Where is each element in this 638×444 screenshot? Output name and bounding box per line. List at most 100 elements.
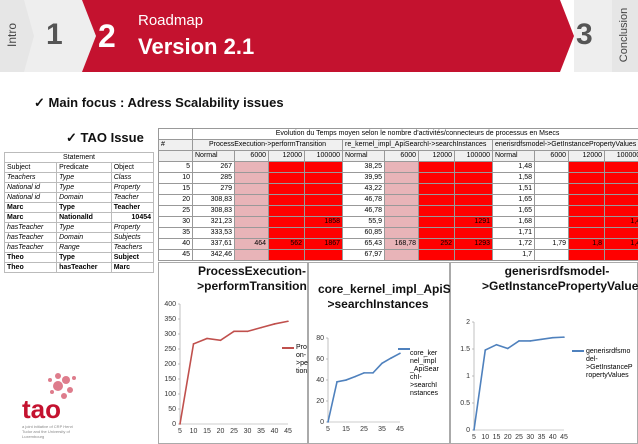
series-line bbox=[180, 321, 288, 424]
sub-header: 12000 bbox=[419, 151, 455, 162]
table-cell: Teacher bbox=[111, 193, 153, 203]
table-cell: 1,65 bbox=[493, 195, 535, 206]
table-cell bbox=[419, 228, 455, 239]
table-cell: Domain bbox=[57, 233, 112, 243]
data-point bbox=[274, 323, 276, 325]
step-one-number: 1 bbox=[46, 18, 63, 52]
table-cell bbox=[535, 162, 569, 173]
table-cell: Marc bbox=[5, 213, 57, 223]
y-tick-label: 50 bbox=[168, 406, 176, 413]
x-tick-label: 20 bbox=[217, 428, 225, 435]
table-cell bbox=[605, 162, 638, 173]
chevron-divider bbox=[560, 0, 574, 72]
table-cell: 333,53 bbox=[193, 228, 235, 239]
table-cell: 1,79 bbox=[535, 239, 569, 250]
group-header: ProcessExecution->performTransition bbox=[193, 140, 343, 151]
x-tick-label: 20 bbox=[504, 434, 512, 441]
y-tick-label: 350 bbox=[164, 316, 176, 323]
data-point bbox=[399, 352, 401, 354]
table-cell bbox=[385, 195, 419, 206]
table-cell bbox=[535, 173, 569, 184]
sub-header: Normal bbox=[193, 151, 235, 162]
x-tick-label: 45 bbox=[284, 428, 292, 435]
table-cell bbox=[235, 250, 269, 261]
table-cell bbox=[269, 195, 305, 206]
data-point bbox=[496, 344, 498, 346]
table-cell: National id bbox=[5, 193, 57, 203]
table-cell bbox=[535, 206, 569, 217]
conclusion-label: Conclusion bbox=[618, 4, 632, 66]
table-cell: hasTeacher bbox=[5, 233, 57, 243]
table-cell: NationalId bbox=[57, 213, 112, 223]
data-point bbox=[336, 381, 338, 383]
table-cell: 1,4 bbox=[605, 239, 638, 250]
table-cell bbox=[419, 217, 455, 228]
table-cell bbox=[305, 195, 343, 206]
table-cell bbox=[419, 162, 455, 173]
data-point bbox=[563, 336, 565, 338]
table-cell: Subject bbox=[111, 253, 153, 263]
y-tick-label: 80 bbox=[316, 335, 324, 342]
table-cell bbox=[269, 228, 305, 239]
table-cell bbox=[419, 250, 455, 261]
sub-header: 6000 bbox=[385, 151, 419, 162]
chart-legend: generisrdfsmo del- >GetInstanceP roperty… bbox=[586, 348, 634, 380]
table-cell: 43,22 bbox=[343, 184, 385, 195]
table-cell bbox=[235, 195, 269, 206]
tao-logo: tao bbox=[22, 394, 61, 425]
table-cell bbox=[305, 206, 343, 217]
data-point bbox=[220, 340, 222, 342]
table-cell bbox=[455, 184, 493, 195]
y-tick-label: 60 bbox=[316, 356, 324, 363]
table-cell bbox=[305, 162, 343, 173]
table-cell: Type bbox=[57, 203, 112, 213]
table-cell bbox=[605, 250, 638, 261]
table-cell bbox=[419, 206, 455, 217]
data-point bbox=[354, 376, 356, 378]
sub-header: 100000 bbox=[305, 151, 343, 162]
data-point bbox=[552, 337, 554, 339]
data-point bbox=[381, 363, 383, 365]
table-cell: Property bbox=[111, 223, 153, 233]
y-tick-label: 300 bbox=[164, 331, 176, 338]
table-cell: 267 bbox=[193, 162, 235, 173]
table-cell: 1,71 bbox=[493, 228, 535, 239]
table-cell bbox=[385, 206, 419, 217]
table-cell bbox=[385, 173, 419, 184]
y-tick-label: 0 bbox=[320, 419, 324, 426]
x-tick-label: 25 bbox=[360, 426, 368, 433]
data-point bbox=[390, 357, 392, 359]
sub-header: 12000 bbox=[269, 151, 305, 162]
table-cell: 1,48 bbox=[493, 162, 535, 173]
table-cell bbox=[455, 228, 493, 239]
evolution-table-title: Evolution du Temps moyen selon le nombre… bbox=[193, 129, 638, 140]
table-cell bbox=[569, 195, 605, 206]
table-cell: 1867 bbox=[305, 239, 343, 250]
table-cell: 1858 bbox=[305, 217, 343, 228]
table-cell: Class bbox=[111, 173, 153, 183]
statement-table-title: Statement bbox=[5, 153, 154, 163]
table-cell: 279 bbox=[193, 184, 235, 195]
table-cell bbox=[305, 173, 343, 184]
row-number: 30 bbox=[159, 217, 193, 228]
table-cell: 321,23 bbox=[193, 217, 235, 228]
chart-title: ProcessExecution->performTransition bbox=[196, 264, 308, 294]
table-cell: 342,46 bbox=[193, 250, 235, 261]
table-cell: Theo bbox=[5, 253, 57, 263]
table-cell bbox=[385, 184, 419, 195]
table-cell bbox=[385, 228, 419, 239]
